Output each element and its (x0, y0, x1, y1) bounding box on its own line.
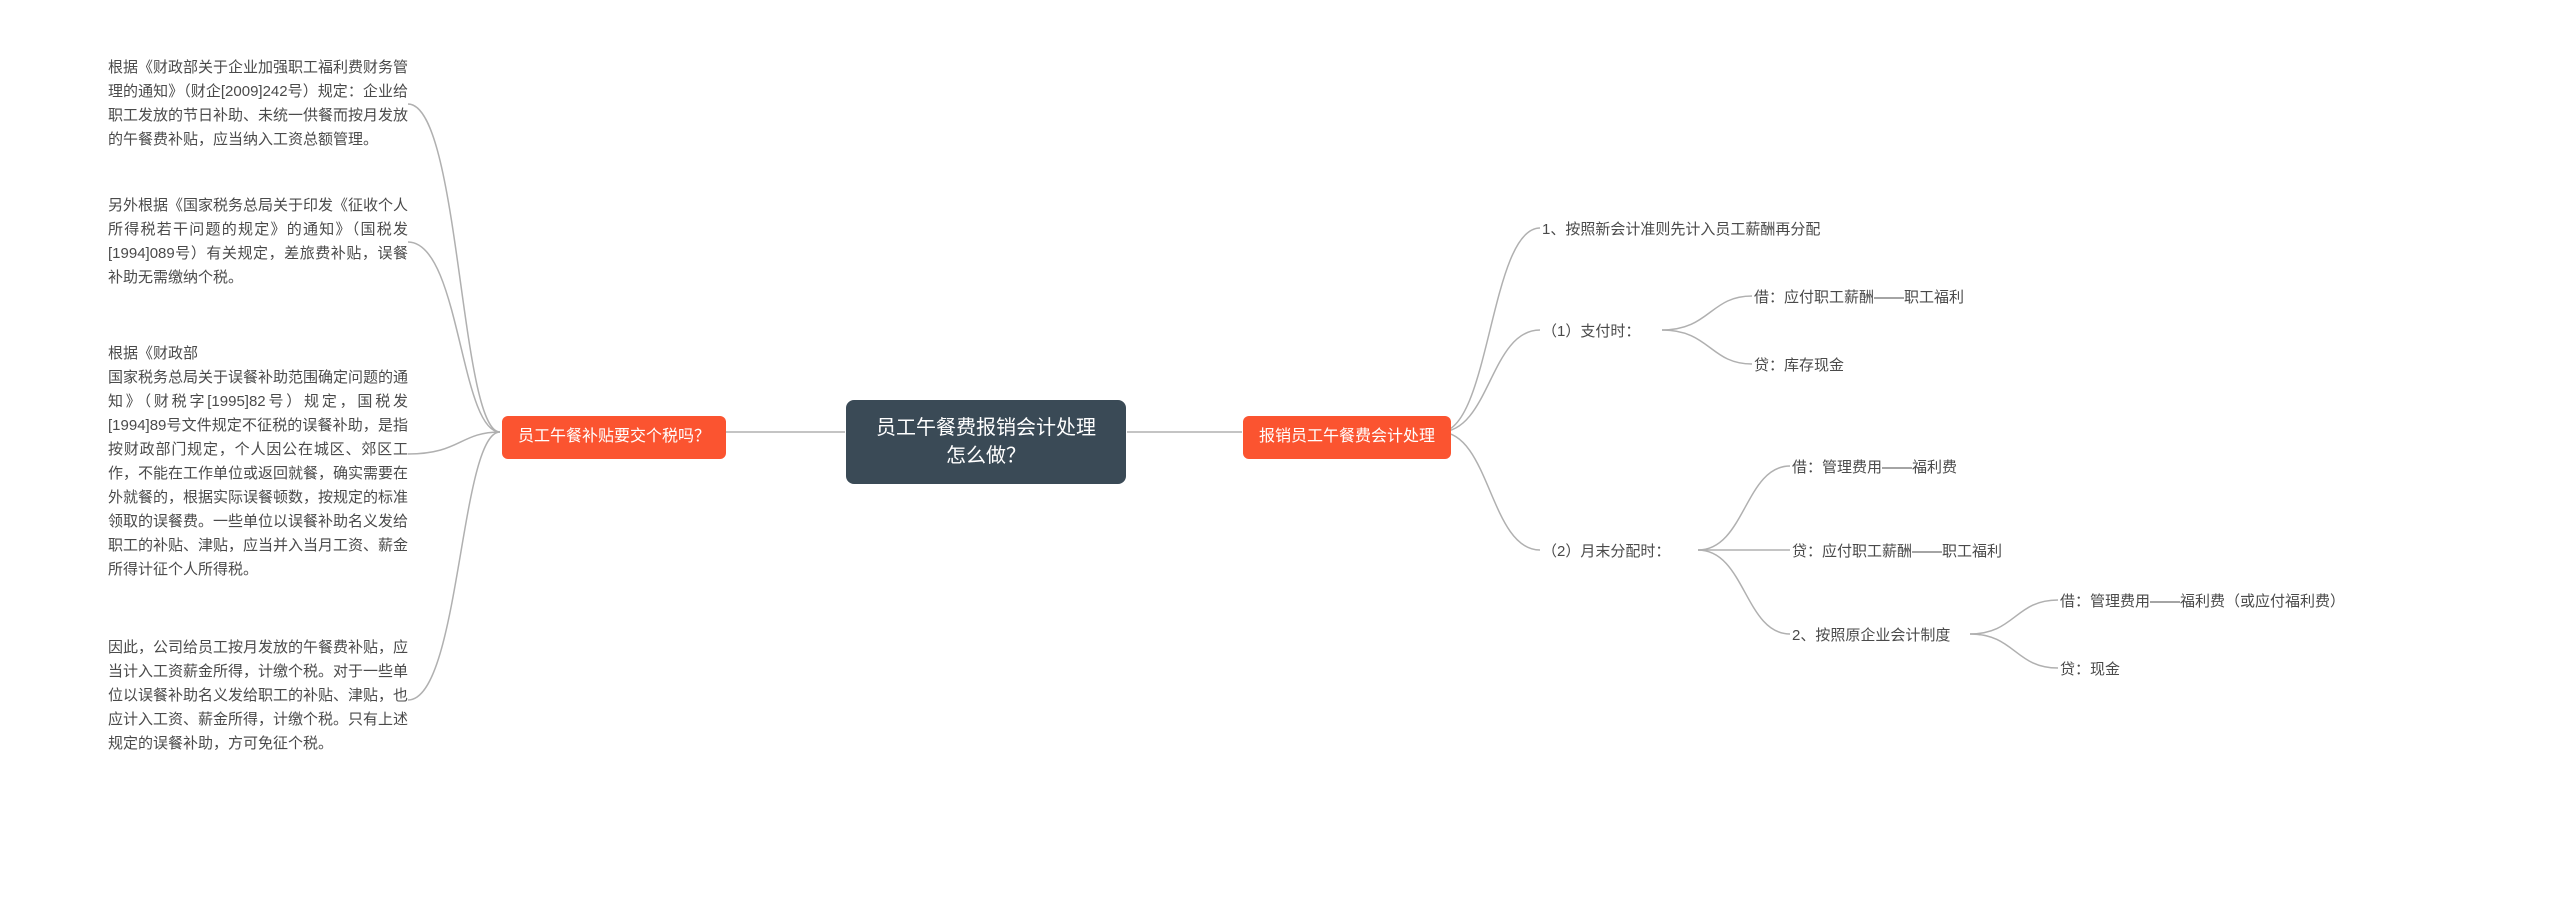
left-branch: 员工午餐补贴要交个税吗？ (502, 416, 726, 459)
right-branch-label: 报销员工午餐费会计处理 (1259, 428, 1435, 445)
right-branch: 报销员工午餐费会计处理 (1243, 416, 1451, 459)
right-item2-line2: 贷：现金 (2060, 658, 2120, 682)
center-node: 员工午餐费报销会计处理 怎么做？ (846, 400, 1126, 484)
left-para-4: 因此，公司给员工按月发放的午餐费补贴，应当计入工资薪金所得，计缴个税。对于一些单… (108, 636, 408, 756)
right-sub1-label: （1）支付时： (1542, 320, 1640, 344)
right-sub1-line2: 贷：库存现金 (1754, 354, 1844, 378)
right-item2-label: 2、按照原企业会计制度 (1792, 624, 1950, 648)
left-para-2: 另外根据《国家税务总局关于印发《征收个人所得税若干问题的规定》的通知》（国税发[… (108, 194, 408, 290)
right-sub2-line1: 借：管理费用——福利费 (1792, 456, 1957, 480)
right-sub2-line2: 贷：应付职工薪酬——职工福利 (1792, 540, 2002, 564)
center-line1: 员工午餐费报销会计处理 (876, 417, 1096, 439)
left-branch-label: 员工午餐补贴要交个税吗？ (518, 428, 710, 445)
mindmap-canvas: 员工午餐费报销会计处理 怎么做？ 员工午餐补贴要交个税吗？ 根据《财政部关于企业… (0, 0, 2560, 916)
right-sub2-label: （2）月末分配时： (1542, 540, 1670, 564)
right-item2-line1: 借：管理费用——福利费（或应付福利费） (2060, 590, 2345, 614)
left-para-1: 根据《财政部关于企业加强职工福利费财务管理的通知》（财企[2009]242号）规… (108, 56, 408, 152)
center-line2: 怎么做？ (946, 445, 1026, 467)
right-sub1-line1: 借：应付职工薪酬——职工福利 (1754, 286, 1964, 310)
right-item1: 1、按照新会计准则先计入员工薪酬再分配 (1542, 218, 1820, 242)
left-para-3: 根据《财政部 国家税务总局关于误餐补助范围确定问题的通知》（财税字[1995]8… (108, 318, 408, 582)
